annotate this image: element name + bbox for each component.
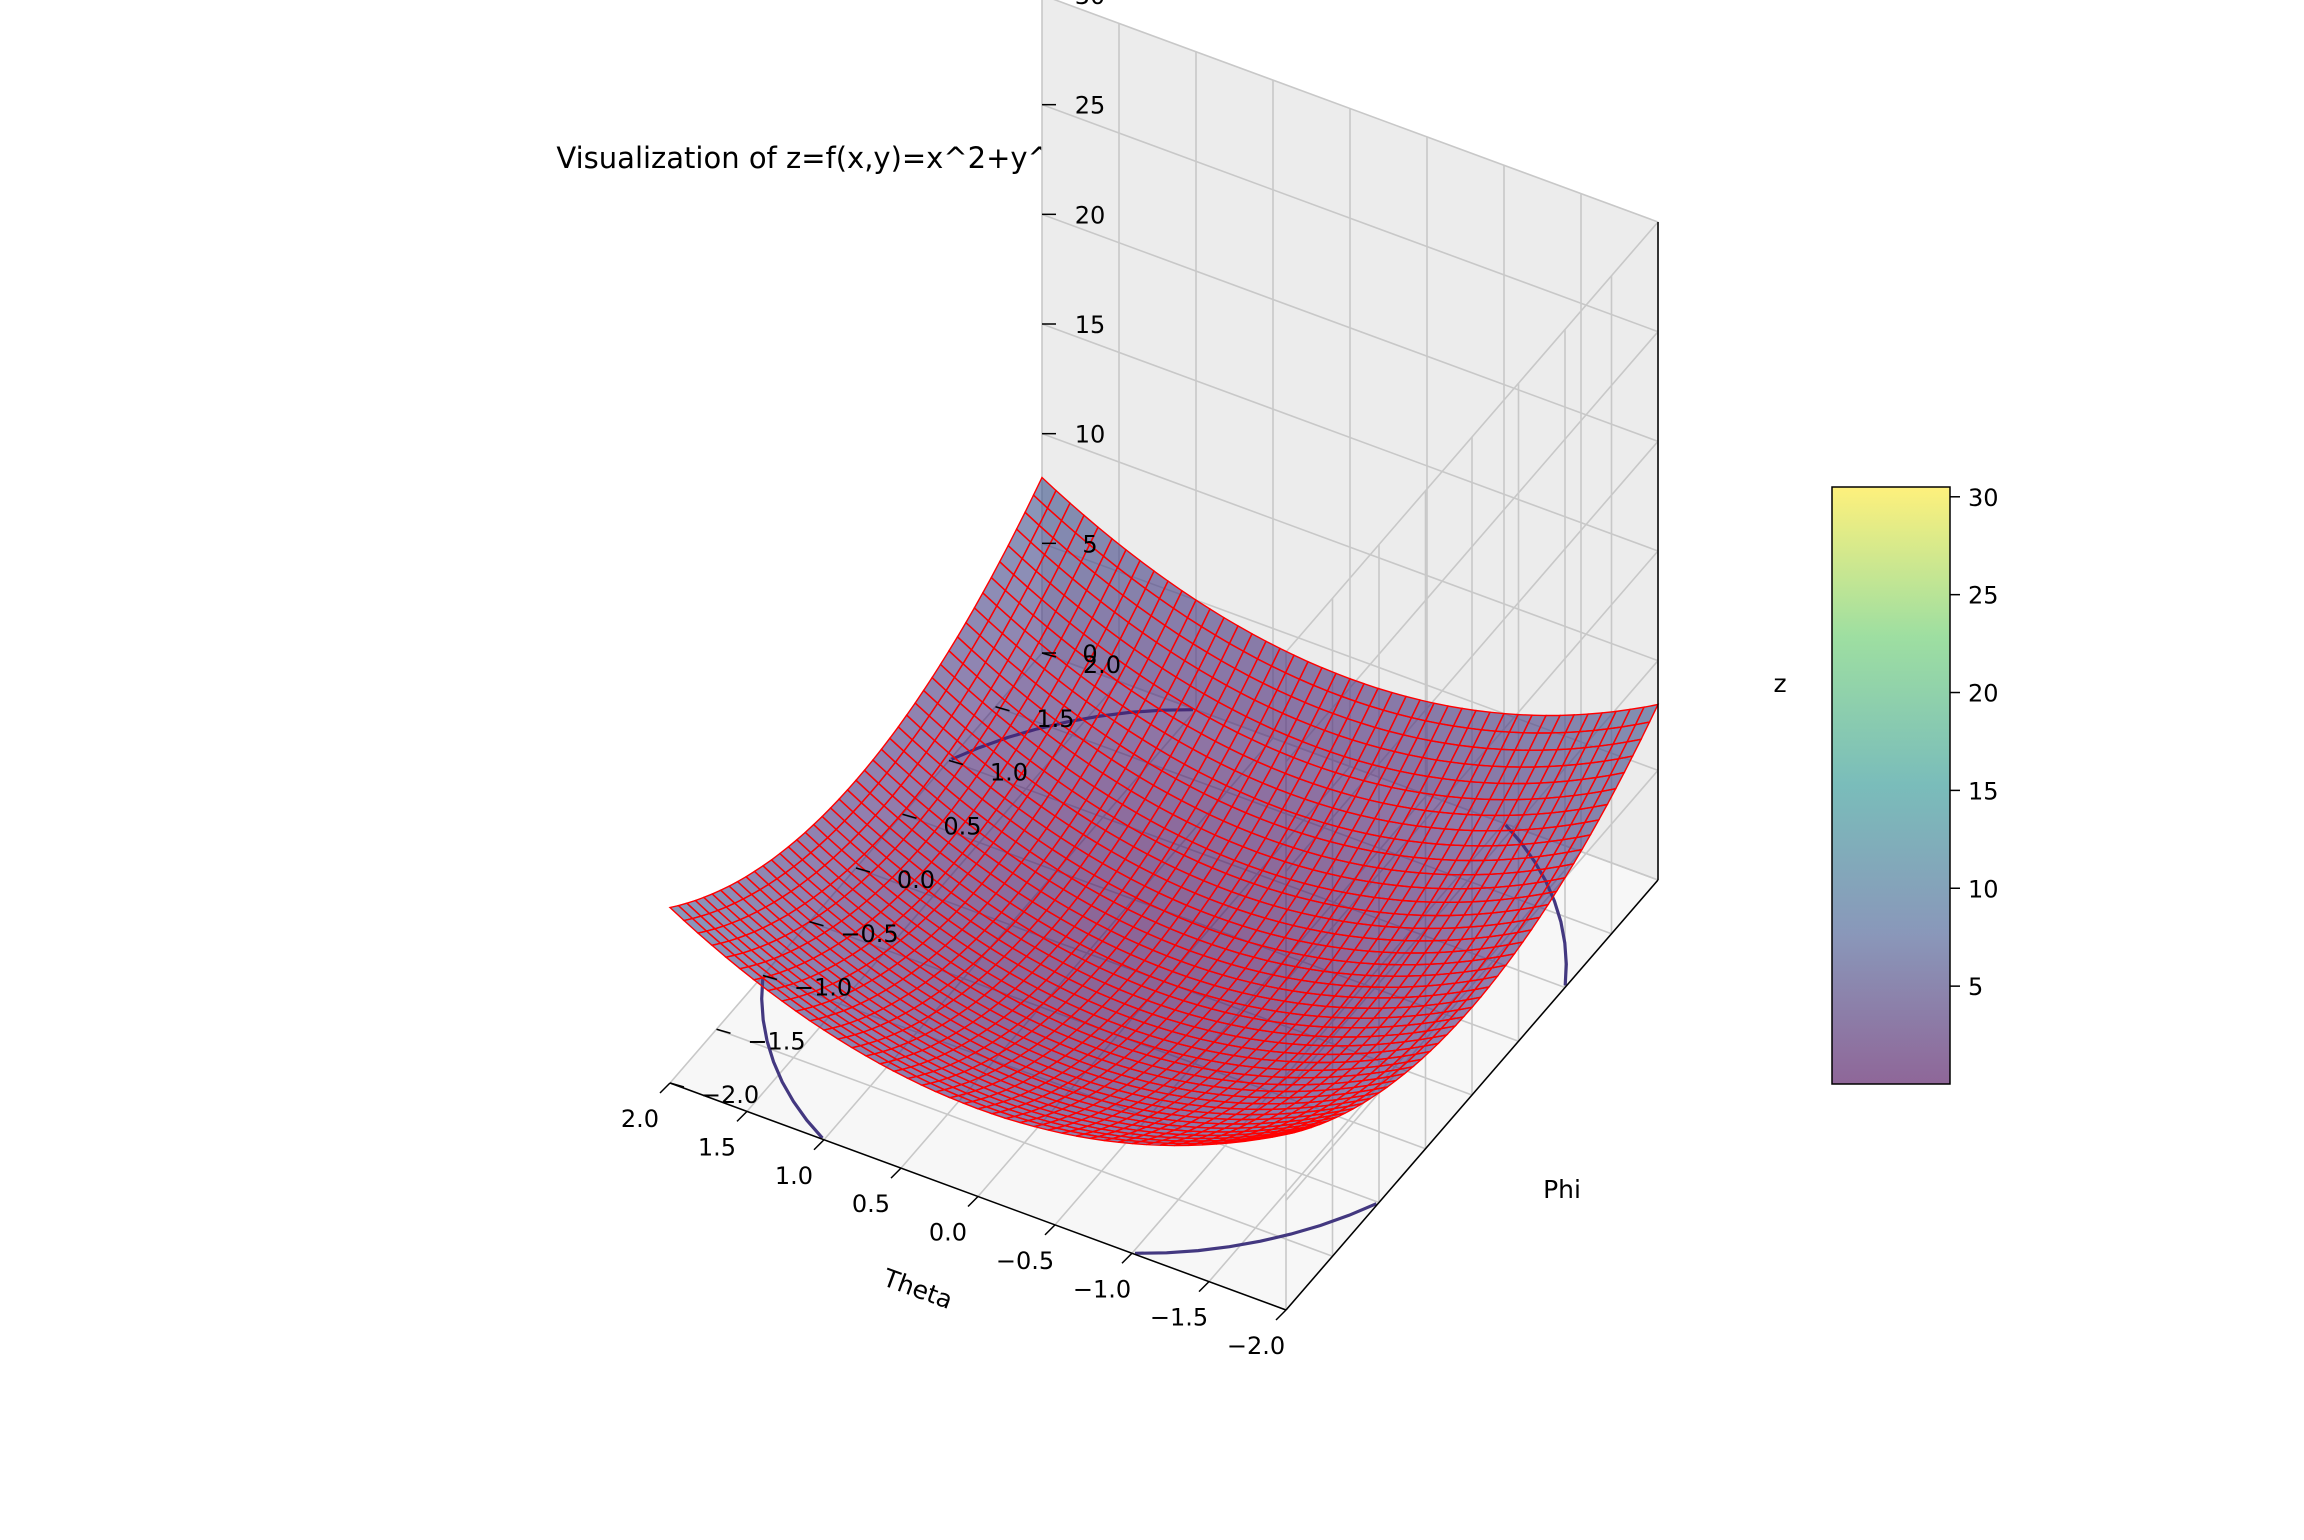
z-tick-label: 0 — [1082, 640, 1097, 668]
y-tick-label: −1.0 — [794, 974, 852, 1002]
y-tick-label: 1.0 — [990, 759, 1028, 787]
colorbar-tick-label: 5 — [1968, 973, 1983, 1001]
gridline-z-back — [1041, 213, 1659, 443]
x-tick-label: 1.0 — [775, 1162, 813, 1190]
y-tick-label: −0.5 — [840, 920, 898, 948]
y-tick-label: −1.5 — [747, 1027, 805, 1055]
colorbar: 5 10 15 20 25 30 — [1831, 484, 1999, 1085]
z-tick-label: 15 — [1075, 311, 1106, 339]
z-tick-label: 10 — [1075, 421, 1106, 449]
x-tick-mark — [813, 1139, 825, 1151]
x-tick-label: 0.0 — [929, 1219, 967, 1247]
tick-labels: 2.01.51.00.50.0−0.5−1.0−1.5−2.0−2.0−1.5−… — [621, 0, 1287, 1360]
z-tick-label: 5 — [1082, 530, 1097, 558]
x-tick-label: −2.0 — [1227, 1332, 1285, 1360]
z-tick-label: 20 — [1075, 201, 1106, 229]
gridline-z-left — [1285, 221, 1659, 653]
contour-line — [1134, 1202, 1378, 1255]
contour-line — [760, 977, 824, 1140]
colorbar-tick-label: 20 — [1968, 680, 1999, 708]
colorbar-tick-label: 30 — [1968, 484, 1999, 512]
y-tick-mark — [855, 867, 871, 873]
x-tick-mark — [967, 1195, 979, 1208]
colorbar-tick-label: 10 — [1968, 875, 1999, 903]
colorbar-gradient — [1831, 486, 1951, 1085]
x-tick-label: −0.5 — [996, 1247, 1054, 1275]
colorbar-tick-label: 25 — [1968, 582, 1999, 610]
y-tick-label: 0.0 — [897, 866, 935, 894]
gridline-z-back — [1041, 103, 1659, 333]
y-tick-mark — [995, 706, 1010, 712]
y-tick-mark — [762, 974, 778, 981]
z-tick-label: 30 — [1075, 0, 1106, 10]
x-tick-label: 1.5 — [698, 1133, 736, 1161]
y-tick-mark — [809, 921, 824, 927]
x-tick-mark — [659, 1082, 671, 1094]
gridline-z-back — [1053, 0, 1659, 223]
x-tick-mark — [1198, 1281, 1210, 1293]
gridline-z-back — [1041, 432, 1659, 662]
z-axis-label: z — [1773, 669, 1786, 698]
x-tick-label: 2.0 — [621, 1105, 659, 1133]
surface-facet — [668, 904, 694, 922]
surface-mesh — [668, 476, 1660, 1147]
y-tick-mark — [716, 1028, 731, 1034]
x-tick-label: −1.5 — [1150, 1304, 1208, 1332]
gridline-z-back — [1041, 323, 1659, 552]
y-tick-label: −2.0 — [701, 1081, 759, 1109]
x-tick-mark — [1121, 1252, 1133, 1264]
y-tick-mark — [948, 759, 964, 766]
colorbar-ticks: 5 10 15 20 25 30 — [1950, 484, 1999, 1001]
x-tick-label: 0.5 — [852, 1190, 890, 1218]
y-tick-mark — [669, 1082, 685, 1088]
x-tick-mark — [736, 1110, 748, 1122]
y-axis-line — [1285, 879, 1659, 1311]
x-tick-label: −1.0 — [1073, 1275, 1131, 1303]
y-tick-label: 2.0 — [1083, 651, 1121, 679]
y-tick-label: 1.5 — [1036, 705, 1074, 733]
gridline-y-floor — [716, 1028, 1333, 1258]
x-tick-mark — [890, 1167, 902, 1179]
x-tick-mark — [1044, 1224, 1056, 1236]
colorbar-tick-label: 15 — [1968, 777, 1999, 805]
y-axis-label: Phi — [1543, 1175, 1581, 1204]
y-tick-label: 0.5 — [943, 812, 981, 840]
x-axis-label: Theta — [878, 1263, 956, 1315]
x-tick-mark — [1275, 1309, 1287, 1321]
z-tick-label: 25 — [1075, 92, 1106, 120]
y-tick-mark — [902, 813, 917, 819]
